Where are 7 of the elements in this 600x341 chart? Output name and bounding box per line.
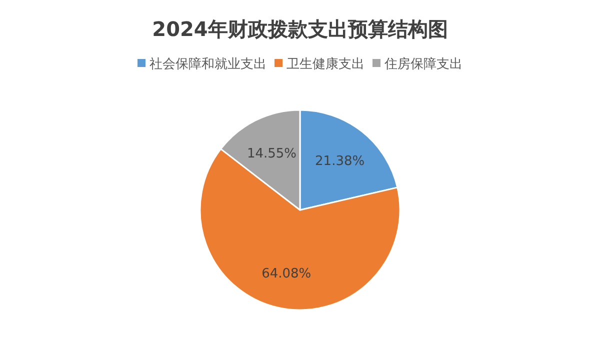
data-label: 64.08% (262, 266, 312, 282)
legend-label: 社会保障和就业支出 (150, 57, 266, 72)
data-label: 14.55% (246, 146, 297, 162)
legend-label: 住房保障支出 (384, 56, 462, 72)
data-label: 21.38% (315, 154, 365, 169)
chart-title: 2024年财政拨款支出预算结构图 (152, 17, 448, 41)
legend-label: 卫生健康支出 (286, 57, 364, 72)
